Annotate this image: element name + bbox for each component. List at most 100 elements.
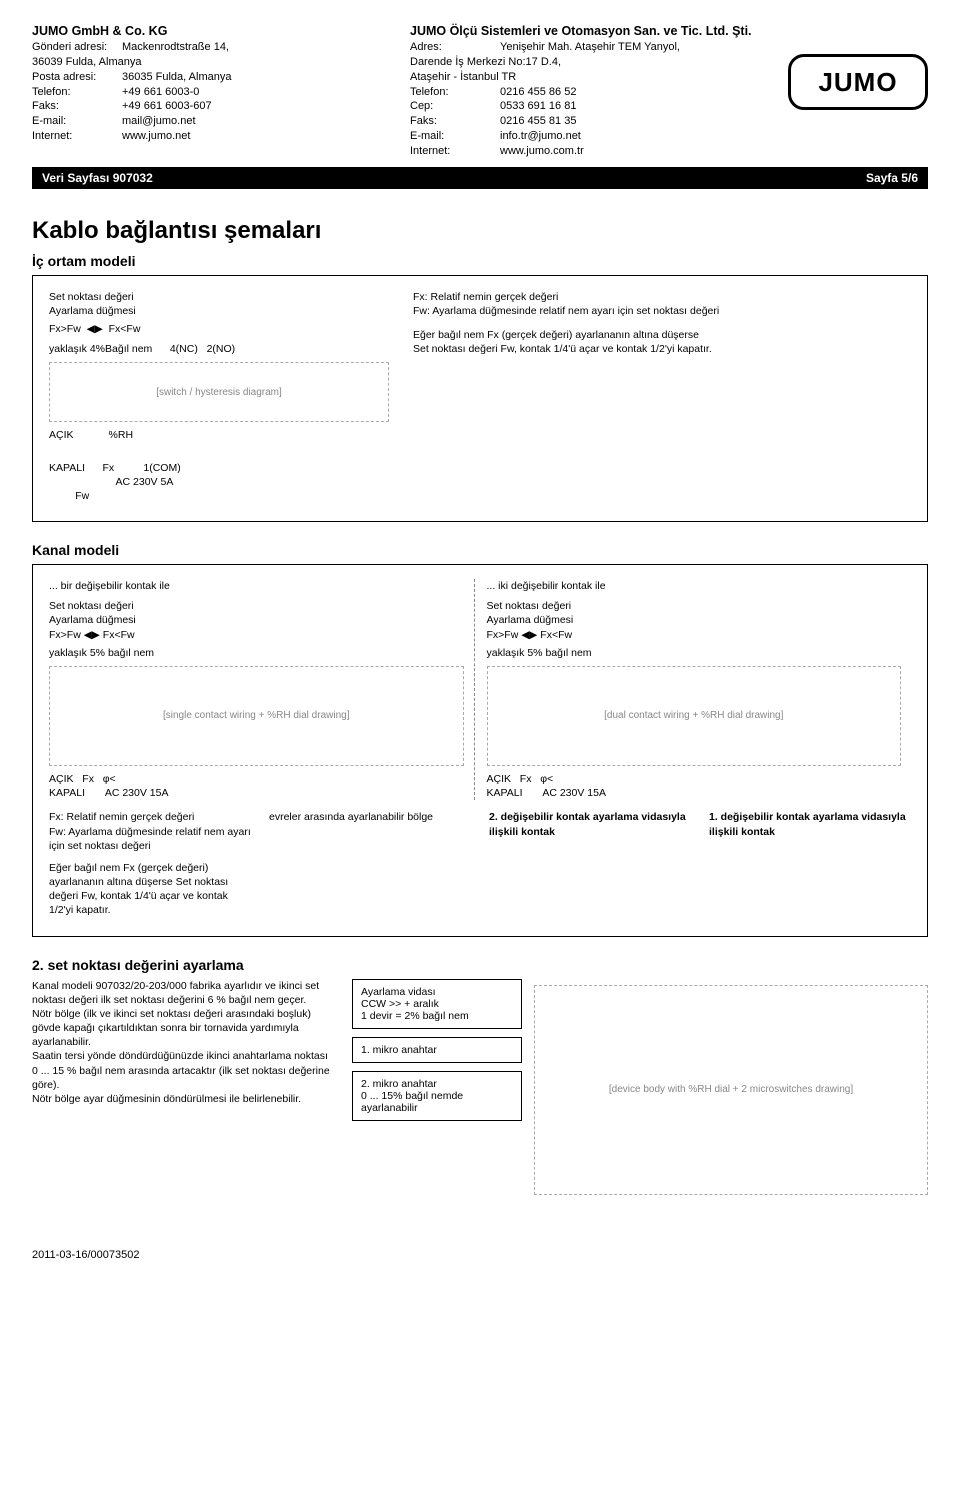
set2-labels-col: Ayarlama vidası CCW >> + aralık 1 devir … xyxy=(352,979,522,1201)
page-title: Kablo bağlantısı şemaları xyxy=(32,217,928,245)
set2-title: 2. set noktası değerini ayarlama xyxy=(32,957,928,973)
header-row: Telefon:+49 661 6003-0 xyxy=(32,85,398,100)
kr-yaklasik: yaklaşık 5% bağıl nem xyxy=(487,646,902,660)
page-info-bar: Veri Sayfası 907032 Sayfa 5/6 xyxy=(32,167,928,189)
ic-expl1: Fx: Relatif nemin gerçek değeri xyxy=(413,290,911,304)
kr-k2: 2. değişebilir kontak ayarlama vidasıyla… xyxy=(489,810,691,917)
ic-fxfw2: Fx<Fw xyxy=(109,323,141,335)
ic-expl3: Eğer bağıl nem Fx (gerçek değeri) ayarla… xyxy=(413,328,911,356)
header-row: E-mail:mail@jumo.net xyxy=(32,114,398,129)
kl-note-body: Eğer bağıl nem Fx (gerçek değeri) ayarla… xyxy=(49,861,251,918)
header-row-label: Telefon: xyxy=(410,85,500,100)
kl-wiring-diagram: [single contact wiring + %RH dial drawin… xyxy=(49,666,464,766)
ic-fxfw1: Fx>Fw xyxy=(49,323,81,335)
header-row: Cep:0533 691 16 81 xyxy=(410,99,776,114)
company-left-title: JUMO GmbH & Co. KG xyxy=(32,24,398,38)
document-header: JUMO GmbH & Co. KG Gönderi adresi:Macken… xyxy=(32,24,928,159)
header-row-value: info.tr@jumo.net xyxy=(500,130,581,142)
company-right-title: JUMO Ölçü Sistemleri ve Otomasyon San. v… xyxy=(410,24,776,38)
ic-fx: Fx xyxy=(103,462,115,474)
set2-section: Kanal modeli 907032/20-203/000 fabrika a… xyxy=(32,979,928,1201)
header-row-label: Internet: xyxy=(32,129,122,144)
header-row: Faks:0216 455 81 35 xyxy=(410,114,776,129)
header-row-label: Telefon: xyxy=(32,85,122,100)
header-row: Gönderi adresi:Mackenrodtstraße 14, 3603… xyxy=(32,40,398,70)
page-number: Sayfa 5/6 xyxy=(866,171,918,185)
kl-note-fx: Fx: Relatif nemin gerçek değeri xyxy=(49,810,251,824)
kr-ac: AC 230V 15A xyxy=(542,787,606,799)
header-row: Internet:www.jumo.net xyxy=(32,129,398,144)
ic-fw: Fw xyxy=(75,490,89,502)
header-row-label: Cep: xyxy=(410,99,500,114)
kanal-note-left: Fx: Relatif nemin gerçek değeri Fw: Ayar… xyxy=(49,810,251,917)
header-row-label: Internet: xyxy=(410,144,500,159)
header-row-label: E-mail: xyxy=(32,114,122,129)
kr-set2: Ayarlama düğmesi xyxy=(487,613,902,627)
header-row-label: Gönderi adresi: xyxy=(32,40,122,55)
header-row: Telefon:0216 455 86 52 xyxy=(410,85,776,100)
kanal-right-heading: ... iki değişebilir kontak ile xyxy=(487,579,902,593)
header-row: Posta adresi:36035 Fulda, Almanya xyxy=(32,70,398,85)
header-row-value: +49 661 6003-0 xyxy=(122,86,199,98)
header-row: Internet:www.jumo.com.tr xyxy=(410,144,776,159)
ic-expl2: Fw: Ayarlama düğmesinde relatif nem ayar… xyxy=(413,304,911,318)
kl-fx: Fx xyxy=(82,773,94,785)
kl-note-fw: Fw: Ayarlama düğmesinde relatif nem ayar… xyxy=(49,825,251,853)
header-right-col: JUMO Ölçü Sistemleri ve Otomasyon San. v… xyxy=(410,24,776,159)
header-row-label: Adres: xyxy=(410,40,500,55)
ic-no: 2(NO) xyxy=(207,343,236,355)
kr-wiring-diagram: [dual contact wiring + %RH dial drawing] xyxy=(487,666,902,766)
kl-fxfw2: Fx<Fw xyxy=(103,629,135,641)
kanal-left-col: ... bir değişebilir kontak ile Set nokta… xyxy=(49,579,475,800)
kr-fxfw2: Fx<Fw xyxy=(540,629,572,641)
header-row: Faks:+49 661 6003-607 xyxy=(32,99,398,114)
header-row: E-mail:info.tr@jumo.net xyxy=(410,129,776,144)
kr-fx: Fx xyxy=(520,773,532,785)
header-row-label: Posta adresi: xyxy=(32,70,122,85)
kr-k1: 1. değişebilir kontak ayarlama vidasıyla… xyxy=(709,810,911,917)
header-row-label: Faks: xyxy=(32,99,122,114)
kl-ac: AC 230V 15A xyxy=(105,787,169,799)
kl-set2: Ayarlama düğmesi xyxy=(49,613,464,627)
logo-container: JUMO xyxy=(788,24,928,159)
header-row-value: www.jumo.com.tr xyxy=(500,145,584,157)
kanal-left-heading: ... bir değişebilir kontak ile xyxy=(49,579,464,593)
header-row-value: 36035 Fulda, Almanya xyxy=(122,71,231,83)
set2-lbl-m1: 1. mikro anahtar xyxy=(352,1037,522,1063)
kanal-title: Kanal modeli xyxy=(32,542,928,558)
kr-acik: AÇIK xyxy=(487,773,512,785)
header-row: Adres:Yenişehir Mah. Ataşehir TEM Yanyol… xyxy=(410,40,776,85)
datasheet-number: Veri Sayfası 907032 xyxy=(42,171,153,185)
ic-switch-diagram: [switch / hysteresis diagram] xyxy=(49,362,389,422)
header-row-label: E-mail: xyxy=(410,129,500,144)
set2-lbl-m2: 2. mikro anahtar 0 ... 15% bağıl nemde a… xyxy=(352,1071,522,1121)
header-left-col: JUMO GmbH & Co. KG Gönderi adresi:Macken… xyxy=(32,24,398,159)
set2-paragraph: Kanal modeli 907032/20-203/000 fabrika a… xyxy=(32,979,332,1201)
ic-model-title: İç ortam modeli xyxy=(32,253,928,269)
set2-lbl-vidasi: Ayarlama vidası CCW >> + aralık 1 devir … xyxy=(352,979,522,1029)
ic-com: 1(COM) xyxy=(143,462,180,474)
footer-doc-code: 2011-03-16/00073502 xyxy=(32,1249,928,1261)
kl-acik: AÇIK xyxy=(49,773,74,785)
ic-model-box: Set noktası değeri Ayarlama düğmesi Fx>F… xyxy=(32,275,928,522)
kl-kapali: KAPALI xyxy=(49,787,85,799)
kanal-box: ... bir değişebilir kontak ile Set nokta… xyxy=(32,564,928,936)
kl-set1: Set noktası değeri xyxy=(49,599,464,613)
kr-set1: Set noktası değeri xyxy=(487,599,902,613)
kl-yaklasik: yaklaşık 5% bağıl nem xyxy=(49,646,464,660)
kr-kapali: KAPALI xyxy=(487,787,523,799)
header-row-value: mail@jumo.net xyxy=(122,115,196,127)
ic-kapali: KAPALI xyxy=(49,462,85,474)
ic-acik: AÇIK xyxy=(49,429,74,441)
kr-evre: evreler arasında ayarlanabilir bölge xyxy=(269,810,471,824)
kl-fxfw1: Fx>Fw xyxy=(49,629,81,641)
header-row-value: 0216 455 86 52 xyxy=(500,86,576,98)
kanal-note-mid: evreler arasında ayarlanabilir bölge xyxy=(269,810,471,917)
jumo-logo: JUMO xyxy=(788,54,928,110)
header-row-value: 0216 455 81 35 xyxy=(500,115,576,127)
kanal-right-col: ... iki değişebilir kontak ile Set nokta… xyxy=(487,579,912,800)
ic-set-label2: Ayarlama düğmesi xyxy=(49,304,389,318)
ic-set-label1: Set noktası değeri xyxy=(49,290,389,304)
header-row-value: www.jumo.net xyxy=(122,130,190,142)
header-row-value: 0533 691 16 81 xyxy=(500,100,576,112)
